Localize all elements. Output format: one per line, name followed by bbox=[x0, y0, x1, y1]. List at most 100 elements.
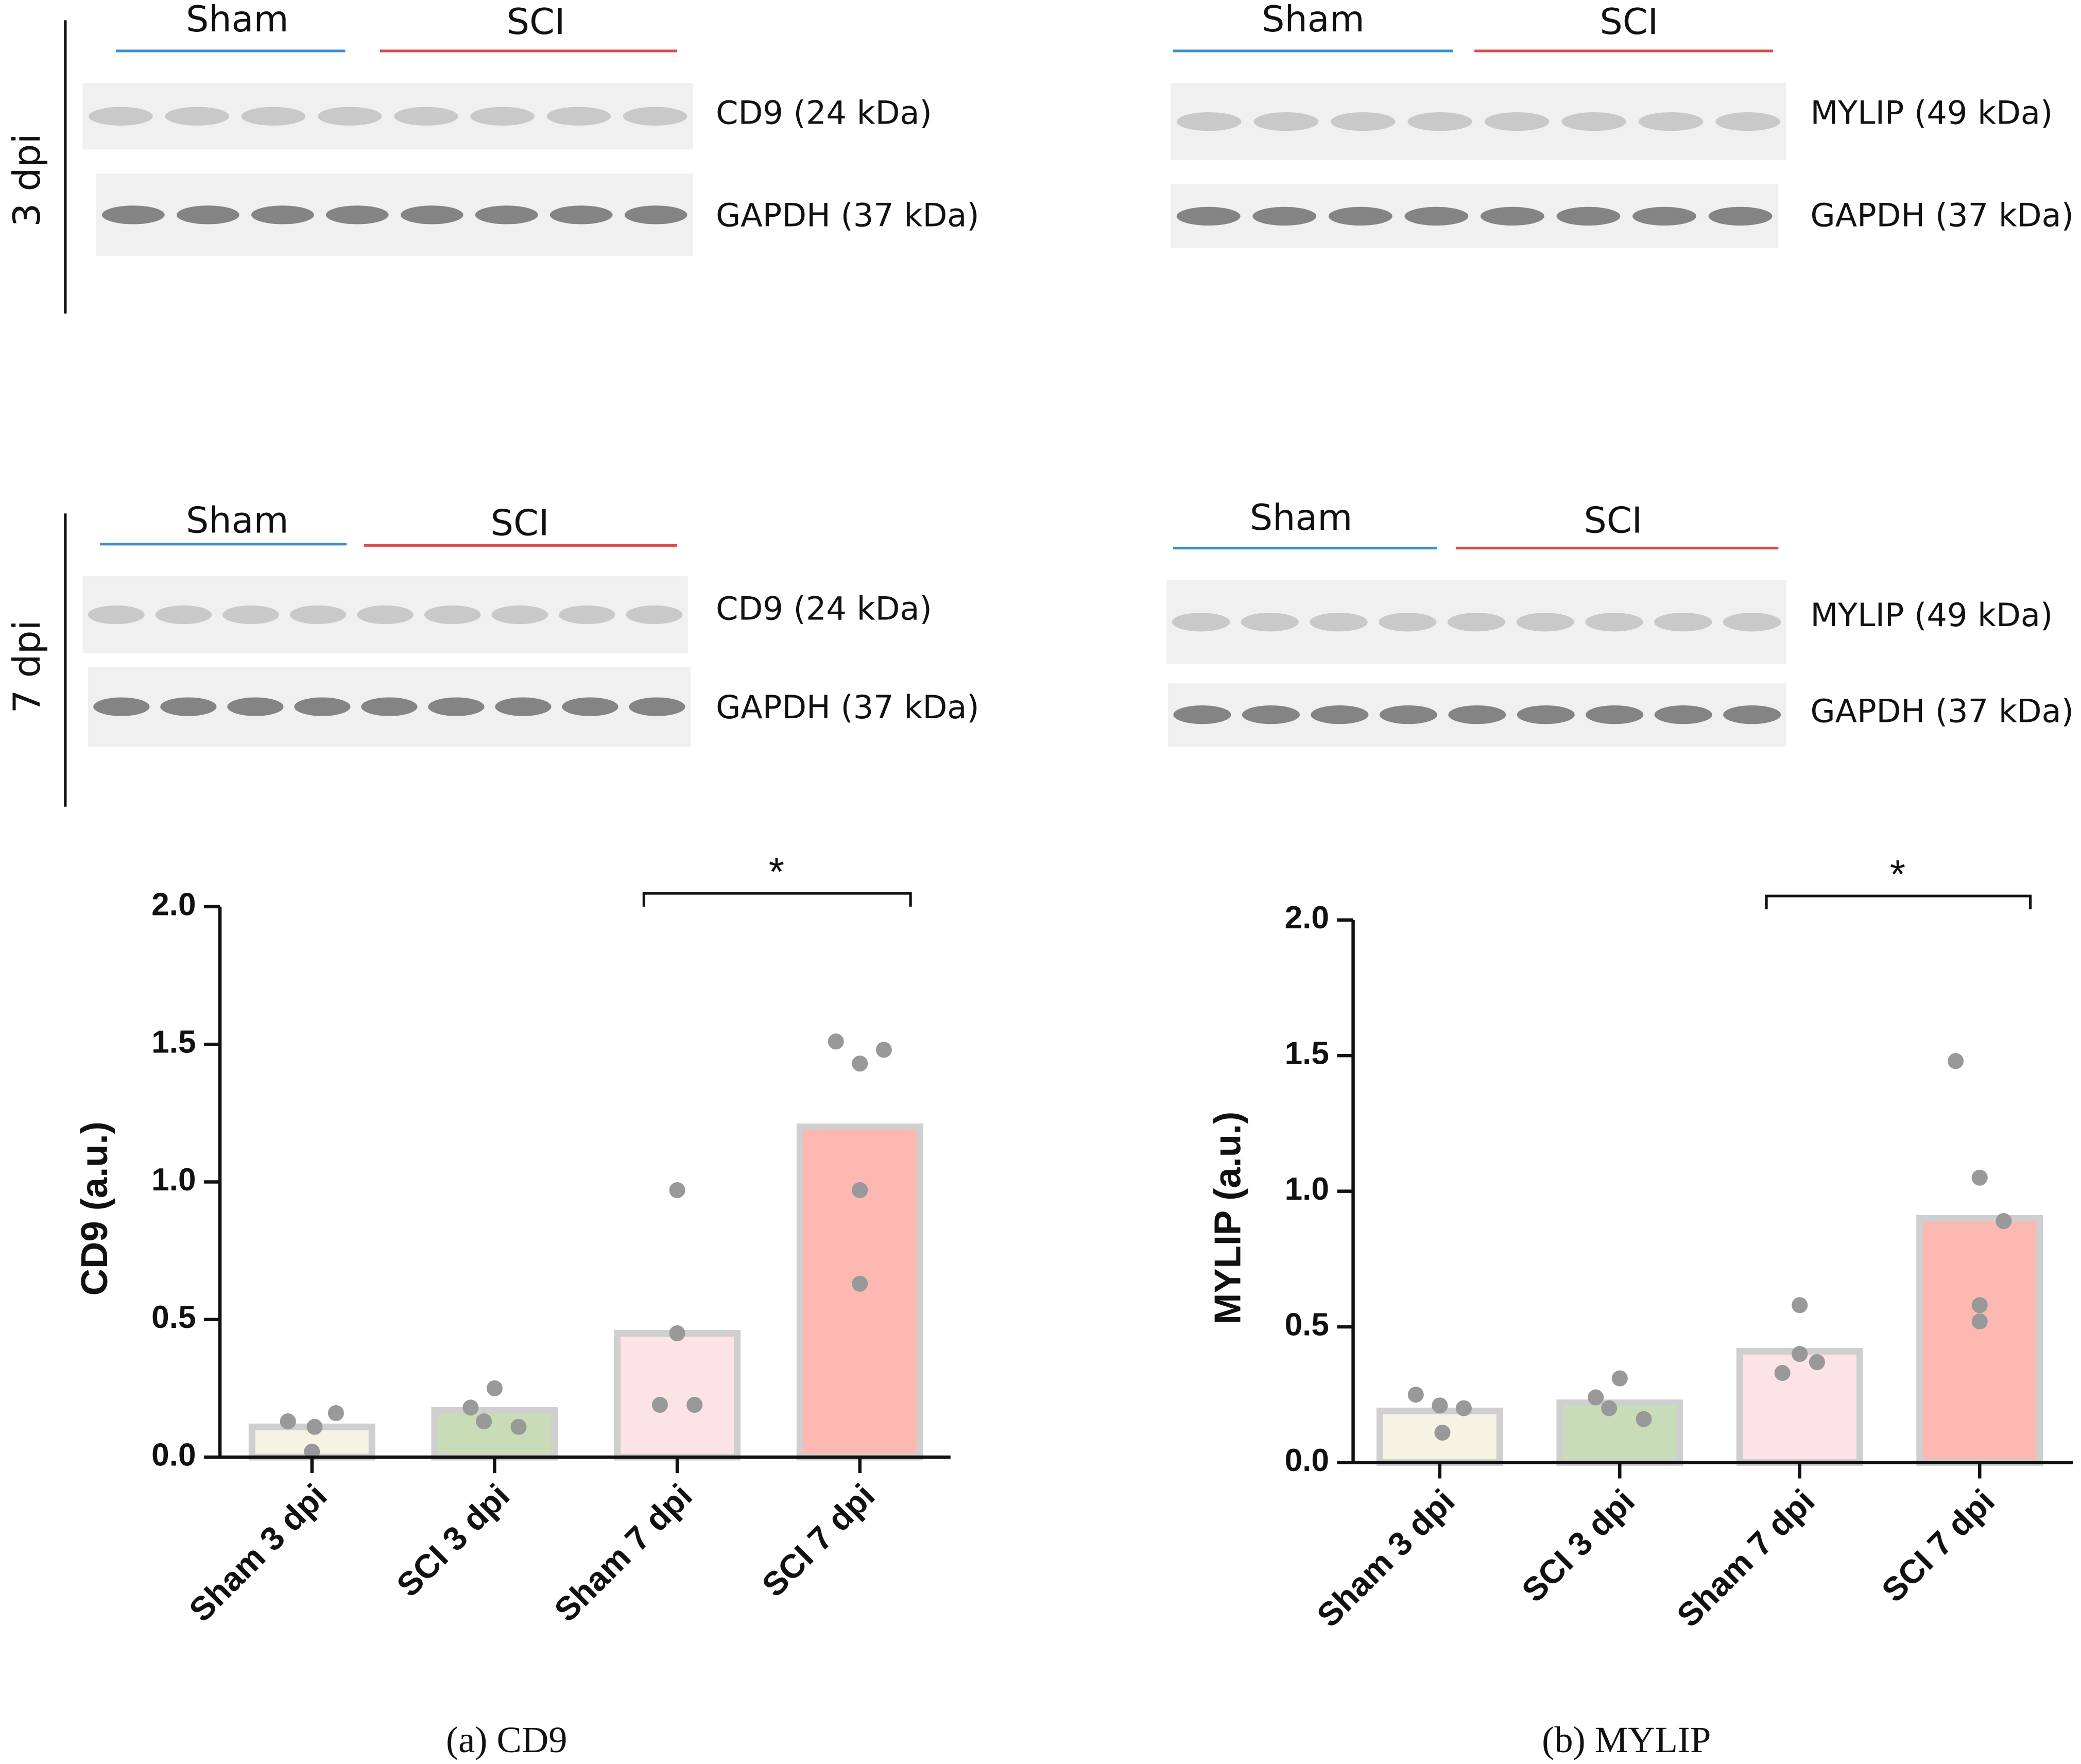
blot-band bbox=[1404, 206, 1469, 226]
blot-band bbox=[1516, 613, 1574, 632]
blot-band bbox=[294, 697, 351, 716]
bar bbox=[1736, 1347, 1863, 1466]
y-tick-label: 2.0 bbox=[1285, 900, 1329, 936]
blot-band bbox=[1252, 206, 1317, 226]
data-point bbox=[1588, 1389, 1604, 1406]
data-point bbox=[852, 1056, 868, 1072]
blot-band bbox=[1328, 206, 1392, 226]
band-label: GAPDH (37 kDa) bbox=[716, 688, 979, 726]
blot-band bbox=[357, 605, 414, 625]
blot-band bbox=[470, 107, 535, 126]
band-label: GAPDH (37 kDa) bbox=[1810, 197, 2073, 234]
blot-band bbox=[1253, 112, 1318, 131]
y-tick-label: 0.0 bbox=[151, 1437, 196, 1473]
caption: (a) CD9 bbox=[446, 1719, 567, 1760]
data-point bbox=[328, 1405, 344, 1422]
band-label: GAPDH (37 kDa) bbox=[1810, 693, 2073, 730]
blot-band bbox=[1172, 613, 1230, 632]
data-point bbox=[1971, 1169, 1988, 1186]
data-point bbox=[1792, 1297, 1808, 1313]
y-tick-label: 0.0 bbox=[1285, 1443, 1329, 1478]
blot-band bbox=[155, 605, 212, 625]
data-point bbox=[1809, 1354, 1825, 1371]
bar bbox=[1556, 1399, 1683, 1466]
data-point bbox=[1611, 1370, 1628, 1387]
blot-band bbox=[1311, 705, 1369, 724]
bar bbox=[796, 1123, 923, 1461]
data-point bbox=[476, 1413, 492, 1430]
data-point bbox=[280, 1413, 296, 1430]
x-tick-label: Sham 7 dpi bbox=[1670, 1482, 1822, 1634]
blot-band bbox=[1715, 112, 1780, 131]
blot-strip bbox=[1170, 83, 1786, 161]
significance-bracket bbox=[642, 892, 912, 907]
data-point bbox=[1601, 1400, 1618, 1416]
data-point bbox=[852, 1182, 868, 1199]
blot-band bbox=[101, 205, 165, 224]
blot-band bbox=[559, 605, 615, 625]
blot-band bbox=[1517, 705, 1575, 724]
significance-label: * bbox=[1890, 852, 1905, 896]
blot-band bbox=[1242, 705, 1300, 724]
group-label: Sham bbox=[186, 0, 289, 40]
blot-band bbox=[546, 107, 611, 126]
caption: (b) MYLIP bbox=[1542, 1719, 1711, 1760]
data-point bbox=[669, 1182, 685, 1199]
blot-strip bbox=[82, 83, 694, 150]
blot-band bbox=[1708, 206, 1773, 226]
blot-band bbox=[251, 205, 314, 224]
data-point bbox=[1774, 1365, 1791, 1381]
x-tick-label: SCI 7 dpi bbox=[1874, 1482, 2002, 1609]
blot-band bbox=[1638, 112, 1704, 131]
bar bbox=[1916, 1215, 2043, 1466]
x-tick-label: SCI 3 dpi bbox=[389, 1477, 517, 1604]
blot-band bbox=[1310, 613, 1368, 632]
data-point bbox=[486, 1380, 503, 1396]
data-point bbox=[306, 1419, 323, 1435]
data-point bbox=[1971, 1313, 1988, 1329]
blot-band bbox=[227, 697, 284, 716]
blot-band bbox=[562, 697, 618, 716]
blot-band bbox=[1586, 705, 1644, 724]
data-point bbox=[1792, 1346, 1808, 1362]
band-label: MYLIP (49 kDa) bbox=[1810, 94, 2053, 131]
y-tick-label: 0.5 bbox=[1285, 1307, 1329, 1342]
blot-band bbox=[241, 107, 306, 126]
blot-band bbox=[1654, 613, 1712, 632]
group-label: SCI bbox=[507, 1, 565, 43]
blot-band bbox=[626, 605, 683, 625]
data-point bbox=[669, 1325, 685, 1342]
group-label: SCI bbox=[491, 503, 549, 544]
blot-band bbox=[1480, 206, 1544, 226]
blot-band bbox=[176, 205, 239, 224]
y-axis-label: MYLIP (a.u.) bbox=[1207, 1112, 1249, 1324]
blot-band bbox=[1484, 112, 1550, 131]
blot-band bbox=[1173, 705, 1231, 724]
blot-band bbox=[623, 107, 687, 126]
bar bbox=[431, 1407, 558, 1461]
data-point bbox=[828, 1033, 844, 1050]
blot-band bbox=[394, 107, 458, 126]
blot-band bbox=[629, 697, 685, 716]
blot-band bbox=[289, 605, 347, 625]
group-label: SCI bbox=[1584, 499, 1642, 541]
blot-band bbox=[1723, 613, 1781, 632]
blot-band bbox=[1561, 112, 1626, 131]
blot-band bbox=[1723, 705, 1781, 724]
group-label: Sham bbox=[1262, 0, 1365, 40]
blot-band bbox=[317, 107, 382, 126]
data-point bbox=[1636, 1411, 1652, 1427]
blot-band bbox=[624, 205, 687, 224]
band-label: MYLIP (49 kDa) bbox=[1810, 596, 2053, 634]
blot-band bbox=[1176, 206, 1241, 226]
data-point bbox=[1455, 1400, 1472, 1416]
blot-band bbox=[1448, 705, 1506, 724]
y-tick-label: 1.5 bbox=[151, 1025, 196, 1060]
band-label: CD9 (24 kDa) bbox=[716, 94, 932, 131]
bar bbox=[614, 1330, 741, 1461]
blot-band bbox=[400, 205, 463, 224]
row-label: 7 dpi bbox=[6, 620, 49, 713]
blot-band bbox=[93, 697, 150, 716]
data-point bbox=[462, 1399, 479, 1416]
